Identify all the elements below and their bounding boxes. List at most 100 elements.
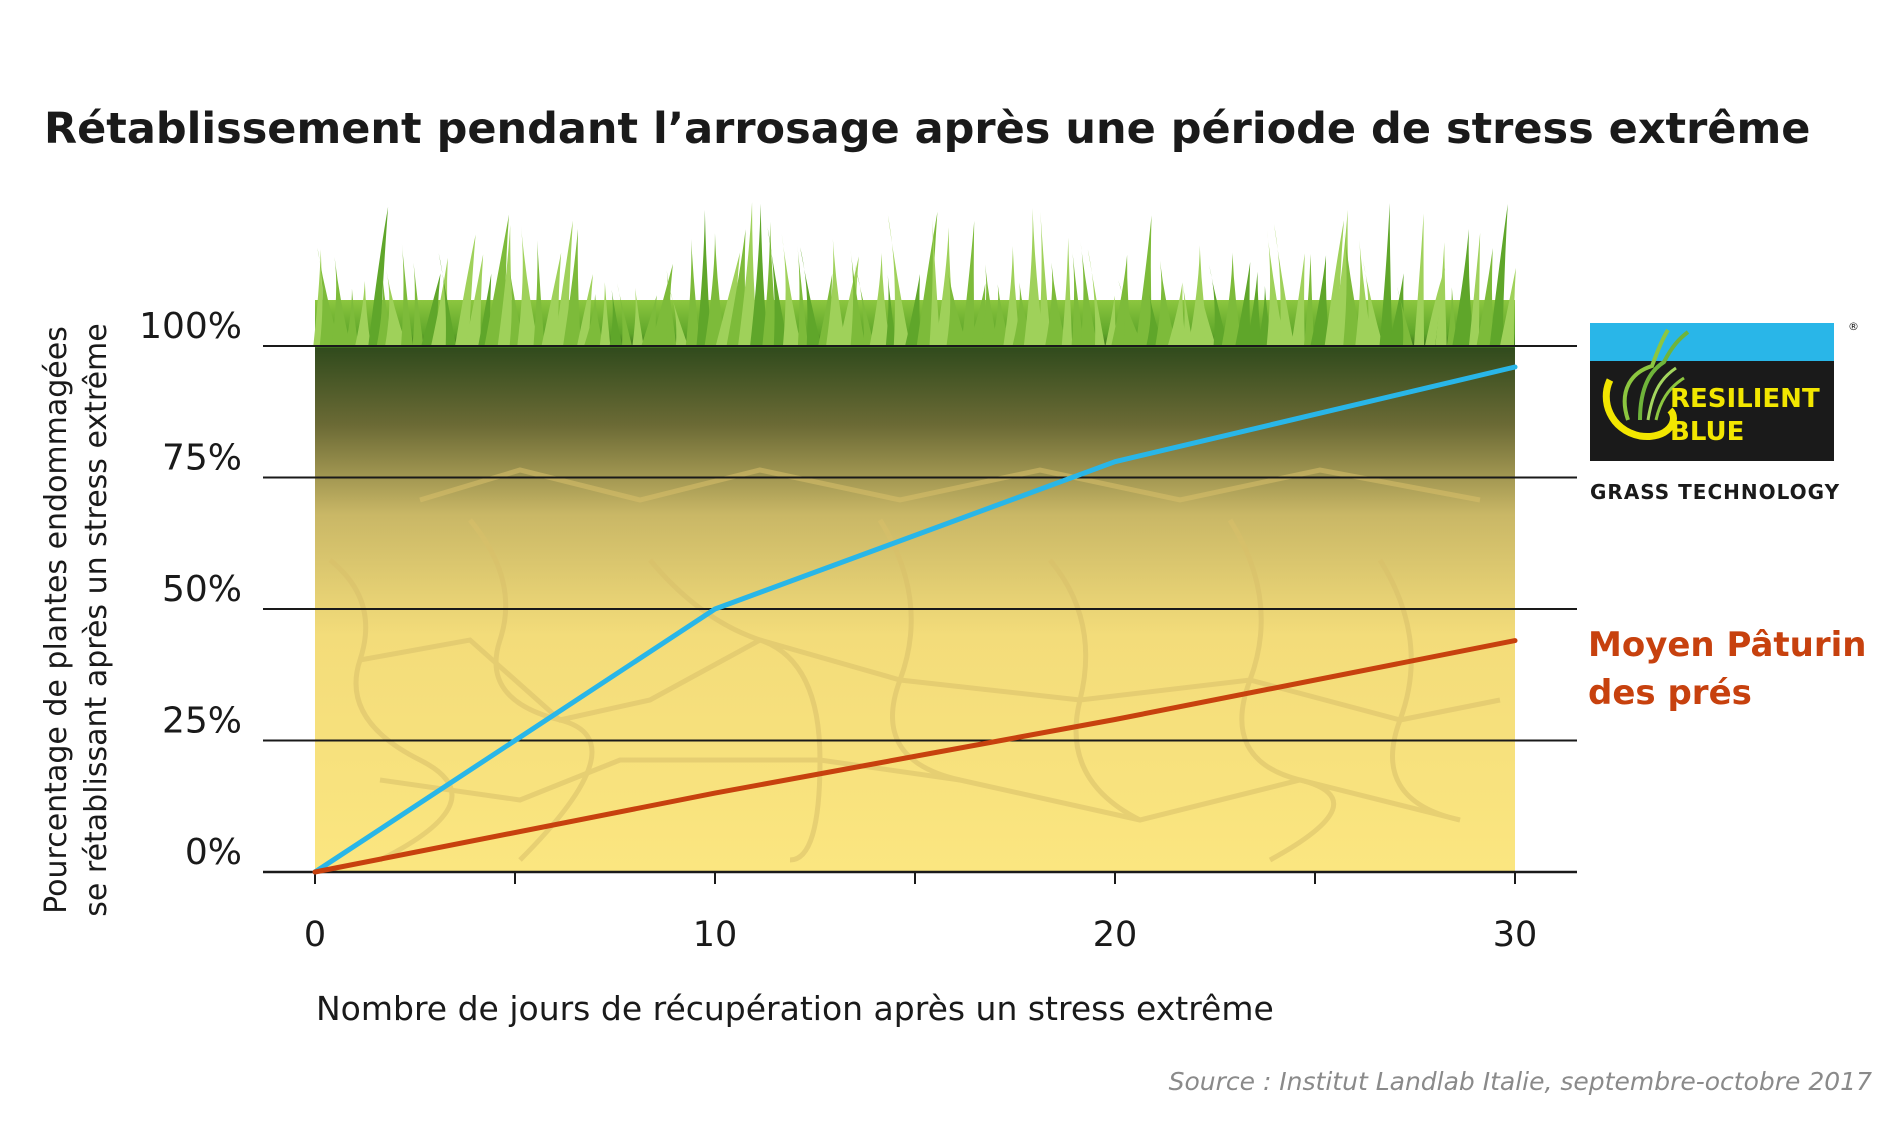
series-label-moyen-paturin: Moyen Pâturin des prés [1588, 625, 1867, 713]
x-tick-label: 20 [1093, 915, 1138, 955]
grass-blade [1452, 228, 1474, 346]
grass-blade [1188, 245, 1210, 346]
grass-blade [455, 234, 476, 346]
series-lines [312, 364, 1518, 875]
grass-blade [1199, 288, 1216, 346]
grass-blade [704, 233, 726, 346]
grass-blade [1061, 237, 1073, 346]
series-line-resilient-blue [312, 364, 1518, 875]
registered-mark: ® [1848, 320, 1859, 333]
grass-blade [767, 227, 789, 346]
grass-blade [345, 288, 359, 346]
grass-blade [781, 233, 802, 346]
resilient-blue-logo: RESILIENT BLUE ® GRASS TECHNOLOGY [1590, 320, 1859, 504]
grass-blade [1310, 255, 1330, 346]
grass-blade [905, 273, 921, 346]
grass-blade [1071, 250, 1085, 346]
grass-blade [826, 239, 846, 346]
grass-blade [738, 201, 758, 346]
grass-blade [1303, 253, 1315, 346]
y-axis-label: Pourcentage de plantes endommagées se ré… [39, 323, 114, 916]
grass-blade [981, 264, 999, 346]
y-tick-label: 25% [162, 701, 242, 742]
grass-blade [1413, 213, 1425, 346]
grass-blade [685, 238, 701, 346]
grass-blade [1499, 267, 1516, 346]
grass-blade [412, 262, 424, 346]
series-label-line-2: des prés [1588, 673, 1752, 713]
grass-blade [1379, 203, 1393, 346]
series-line-moyen-paturin [312, 638, 1518, 875]
grass-blade [576, 274, 593, 346]
grass-blade [946, 265, 968, 346]
grass-blade [850, 249, 866, 346]
grass-blade [1135, 215, 1153, 346]
x-tick-label: 0 [304, 915, 326, 955]
grass-blade [887, 215, 911, 346]
grass-blade [438, 253, 457, 346]
grass-blade [541, 252, 562, 346]
series-label-line-1: Moyen Pâturin [1588, 625, 1867, 665]
y-tick-label: 50% [162, 569, 242, 610]
x-axis: 0 10 20 30 [304, 872, 1537, 955]
grass-blade [1388, 273, 1406, 346]
grass-blade [1080, 241, 1098, 346]
grass-blade [1235, 262, 1251, 346]
grass-blade [762, 221, 778, 346]
x-tick-label: 10 [693, 915, 738, 955]
grass-blade [1424, 268, 1445, 346]
grass-blade [497, 224, 515, 346]
grass-blade [563, 228, 581, 346]
grass-blade [616, 283, 633, 346]
grass-blade [584, 294, 604, 346]
chart-title: Rétablissement pendant l’arrosage après … [44, 104, 1810, 154]
logo-tagline: GRASS TECHNOLOGY [1590, 480, 1840, 504]
grass-blade [1291, 253, 1305, 346]
grass-blade [1118, 280, 1144, 346]
x-axis-label: Nombre de jours de récupération après un… [316, 989, 1274, 1028]
grass-blade [355, 280, 371, 346]
grass-blade [665, 270, 677, 346]
grass-blade [854, 264, 875, 346]
grass-blade [465, 254, 484, 346]
x-tick-label: 30 [1493, 915, 1538, 955]
logo-line-2: BLUE [1670, 417, 1744, 447]
grass-blade [533, 240, 545, 346]
grass-blade [1274, 224, 1295, 346]
y-tick-label: 75% [162, 438, 242, 479]
grass-blade [1146, 294, 1164, 346]
grass-blade [517, 225, 539, 346]
grass-blade [508, 262, 525, 346]
grass-blade [641, 295, 657, 346]
grass-blade [1003, 245, 1021, 346]
logo-line-1: RESILIENT [1670, 384, 1820, 414]
y-tick-labels: 0% 25% 50% 75% 100% [139, 306, 242, 873]
grass-blade [1397, 287, 1414, 346]
logo-top-band [1590, 323, 1834, 361]
grass-blade [1182, 284, 1194, 346]
grass-blade [1324, 220, 1344, 346]
grass-blade [669, 288, 689, 346]
grass-blade [885, 274, 897, 346]
grass-blade [1246, 271, 1262, 346]
grass-blade [1023, 208, 1045, 346]
grass-swirl-icon [1602, 328, 1690, 440]
y-tick-label: 0% [185, 832, 242, 873]
grass-blade [750, 203, 768, 346]
y-tick-label: 100% [139, 306, 242, 347]
grass-blade [431, 257, 449, 346]
grass-blade [368, 206, 389, 346]
gridlines [263, 345, 1577, 874]
grass-blade [317, 247, 341, 346]
grass-blade [1266, 230, 1286, 346]
grass-blade [1038, 211, 1052, 346]
grass-blade [869, 252, 891, 346]
grass-blade [1435, 242, 1447, 346]
grass-blade [1468, 232, 1481, 346]
grass-blade [1362, 259, 1384, 346]
soil-cracks [328, 467, 1501, 863]
grass-blade [1209, 264, 1229, 346]
grass-strip [313, 201, 1516, 348]
grass-blade [1343, 220, 1363, 346]
